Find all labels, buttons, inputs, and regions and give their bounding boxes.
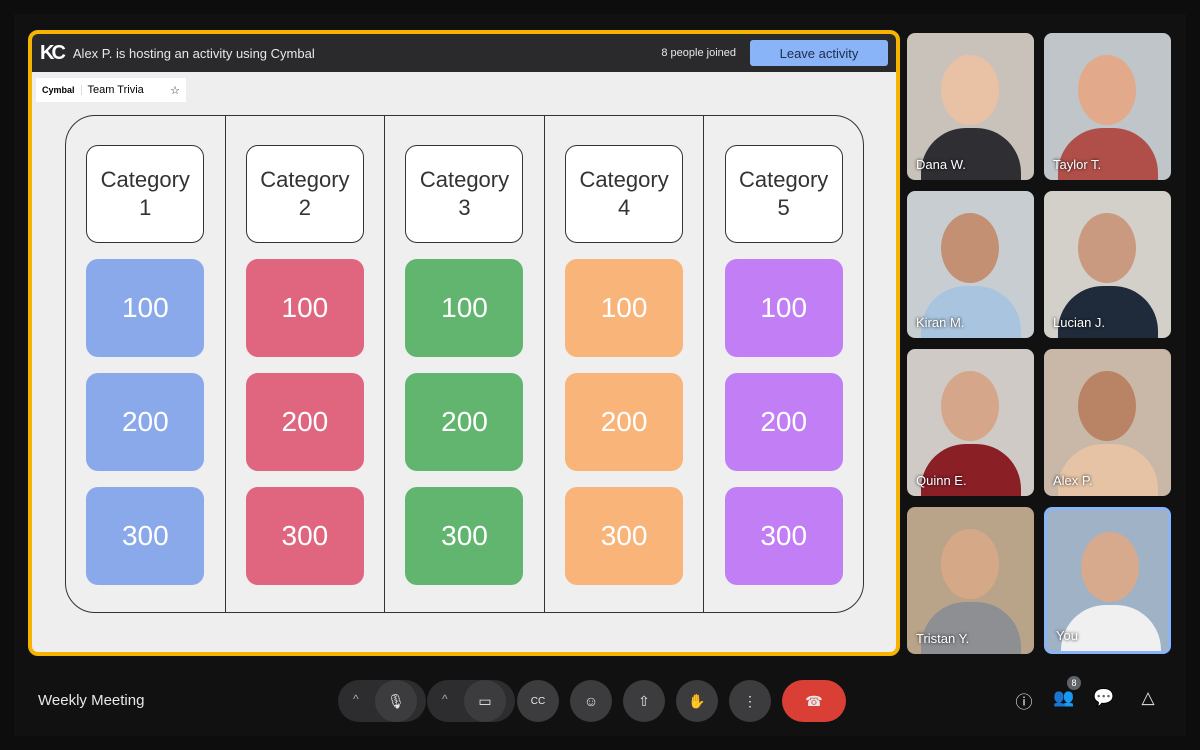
participant-tile[interactable]: Lucian J. [1044,191,1171,338]
question-tile[interactable]: 200 [86,373,205,471]
participant-name: Taylor T. [1053,157,1102,172]
camera-button[interactable]: ▭ [464,680,506,722]
participant-name: Quinn E. [916,473,967,488]
question-tile[interactable]: 200 [245,373,364,471]
participant-tile[interactable]: Alex P. [1044,349,1171,496]
end-call-button[interactable]: ☎ [782,680,846,722]
hang-up-icon: ☎ [805,692,823,709]
category-column: Category 3 100 200 300 [385,116,545,612]
chat-icon[interactable]: 💬 [1093,688,1115,707]
participant-video [921,602,1021,654]
question-tile[interactable]: 200 [565,373,684,471]
participant-grid: Dana W. Taylor T. Kiran M. Lucian J. Quinn E… [907,33,1171,654]
more-options-button[interactable]: ⋮ [729,680,771,722]
activity-stage: KC Alex P. is hosting an activity using … [28,30,900,656]
category-column: Category 4 100 200 300 [545,116,705,612]
participant-video [1058,444,1158,496]
present-button[interactable]: ⇧ [623,680,665,722]
mic-icon: 🎙 [387,692,405,709]
brand-logo: Cymbal [42,85,82,95]
category-column: Category 1 100 200 300 [66,116,226,612]
captions-button[interactable]: CC [517,680,559,722]
participant-name: Kiran M. [916,315,965,330]
category-header: Category 3 [405,145,524,243]
participant-name: You [1056,628,1078,643]
participant-tile[interactable]: Quinn E. [907,349,1034,496]
participant-tile[interactable]: Dana W. [907,33,1034,180]
control-bar: Weekly Meeting ^ 🎙 ^ ▭ CC ☺ ⇧ ✋ ⋮ ☎ ⓘ 👥 … [0,670,1200,730]
more-vert-icon: ⋮ [743,692,757,709]
category-column: Category 2 100 200 300 [226,116,386,612]
category-header: Category 4 [565,145,684,243]
question-tile[interactable]: 200 [724,373,843,471]
star-icon[interactable]: ☆ [170,84,180,97]
question-tile[interactable]: 300 [86,487,205,585]
reactions-button[interactable]: ☺ [570,680,612,722]
question-tile[interactable]: 300 [565,487,684,585]
meeting-title: Weekly Meeting [38,692,145,709]
question-tile[interactable]: 100 [565,259,684,357]
question-tile[interactable]: 100 [724,259,843,357]
participant-face [1078,55,1136,125]
question-tile[interactable]: 100 [245,259,364,357]
app-tab: Cymbal Team Trivia ☆ [36,78,186,102]
mic-button[interactable]: 🎙 [375,680,417,722]
participant-name: Alex P. [1053,473,1093,488]
hand-icon: ✋ [688,692,706,709]
participant-tile[interactable]: Tristan Y. [907,507,1034,654]
participant-video [1058,286,1158,338]
joined-count: 8 people joined [661,47,736,59]
captions-icon: CC [530,695,546,707]
info-icon[interactable]: ⓘ [1015,693,1033,712]
question-tile[interactable]: 300 [405,487,524,585]
participant-face [941,371,999,441]
participant-face [941,529,999,599]
emoji-icon: ☺ [583,693,599,709]
question-tile[interactable]: 300 [245,487,364,585]
trivia-board: Category 1 100 200 300 Category 2 100 200 300 Ca… [65,115,864,613]
raise-hand-button[interactable]: ✋ [676,680,718,722]
activity-bar: KC Alex P. is hosting an activity using … [32,34,896,72]
question-tile[interactable]: 200 [405,373,524,471]
camera-icon: ▭ [478,692,492,709]
participant-tile[interactable]: You [1044,507,1171,654]
activity-logo: KC [40,41,66,64]
leave-activity-button[interactable]: Leave activity [750,40,888,66]
participant-tile[interactable]: Taylor T. [1044,33,1171,180]
participant-name: Tristan Y. [916,631,970,646]
participant-face [941,55,999,125]
question-tile[interactable]: 100 [86,259,205,357]
activities-icon[interactable]: △ [1141,688,1155,707]
category-header: Category 2 [245,145,364,243]
participant-face [1078,213,1136,283]
participant-face [1081,532,1139,602]
host-text: Alex P. is hosting an activity using Cym… [72,45,315,61]
participant-video [921,444,1021,496]
category-header: Category 1 [86,145,205,243]
participant-video [1058,128,1158,180]
participant-tile[interactable]: Kiran M. [907,191,1034,338]
participant-name: Lucian J. [1053,315,1106,330]
category-header: Category 5 [724,145,843,243]
present-icon: ⇧ [638,692,650,709]
participant-face [1078,371,1136,441]
people-icon[interactable]: 👥 [1053,688,1075,707]
participant-video [921,286,1021,338]
people-count-badge: 8 [1067,676,1081,690]
question-tile[interactable]: 300 [724,487,843,585]
participant-face [941,213,999,283]
category-column: Category 5 100 200 300 [704,116,863,612]
question-tile[interactable]: 100 [405,259,524,357]
participant-name: Dana W. [916,157,966,172]
participant-video [921,128,1021,180]
app-title: Team Trivia [87,84,144,96]
